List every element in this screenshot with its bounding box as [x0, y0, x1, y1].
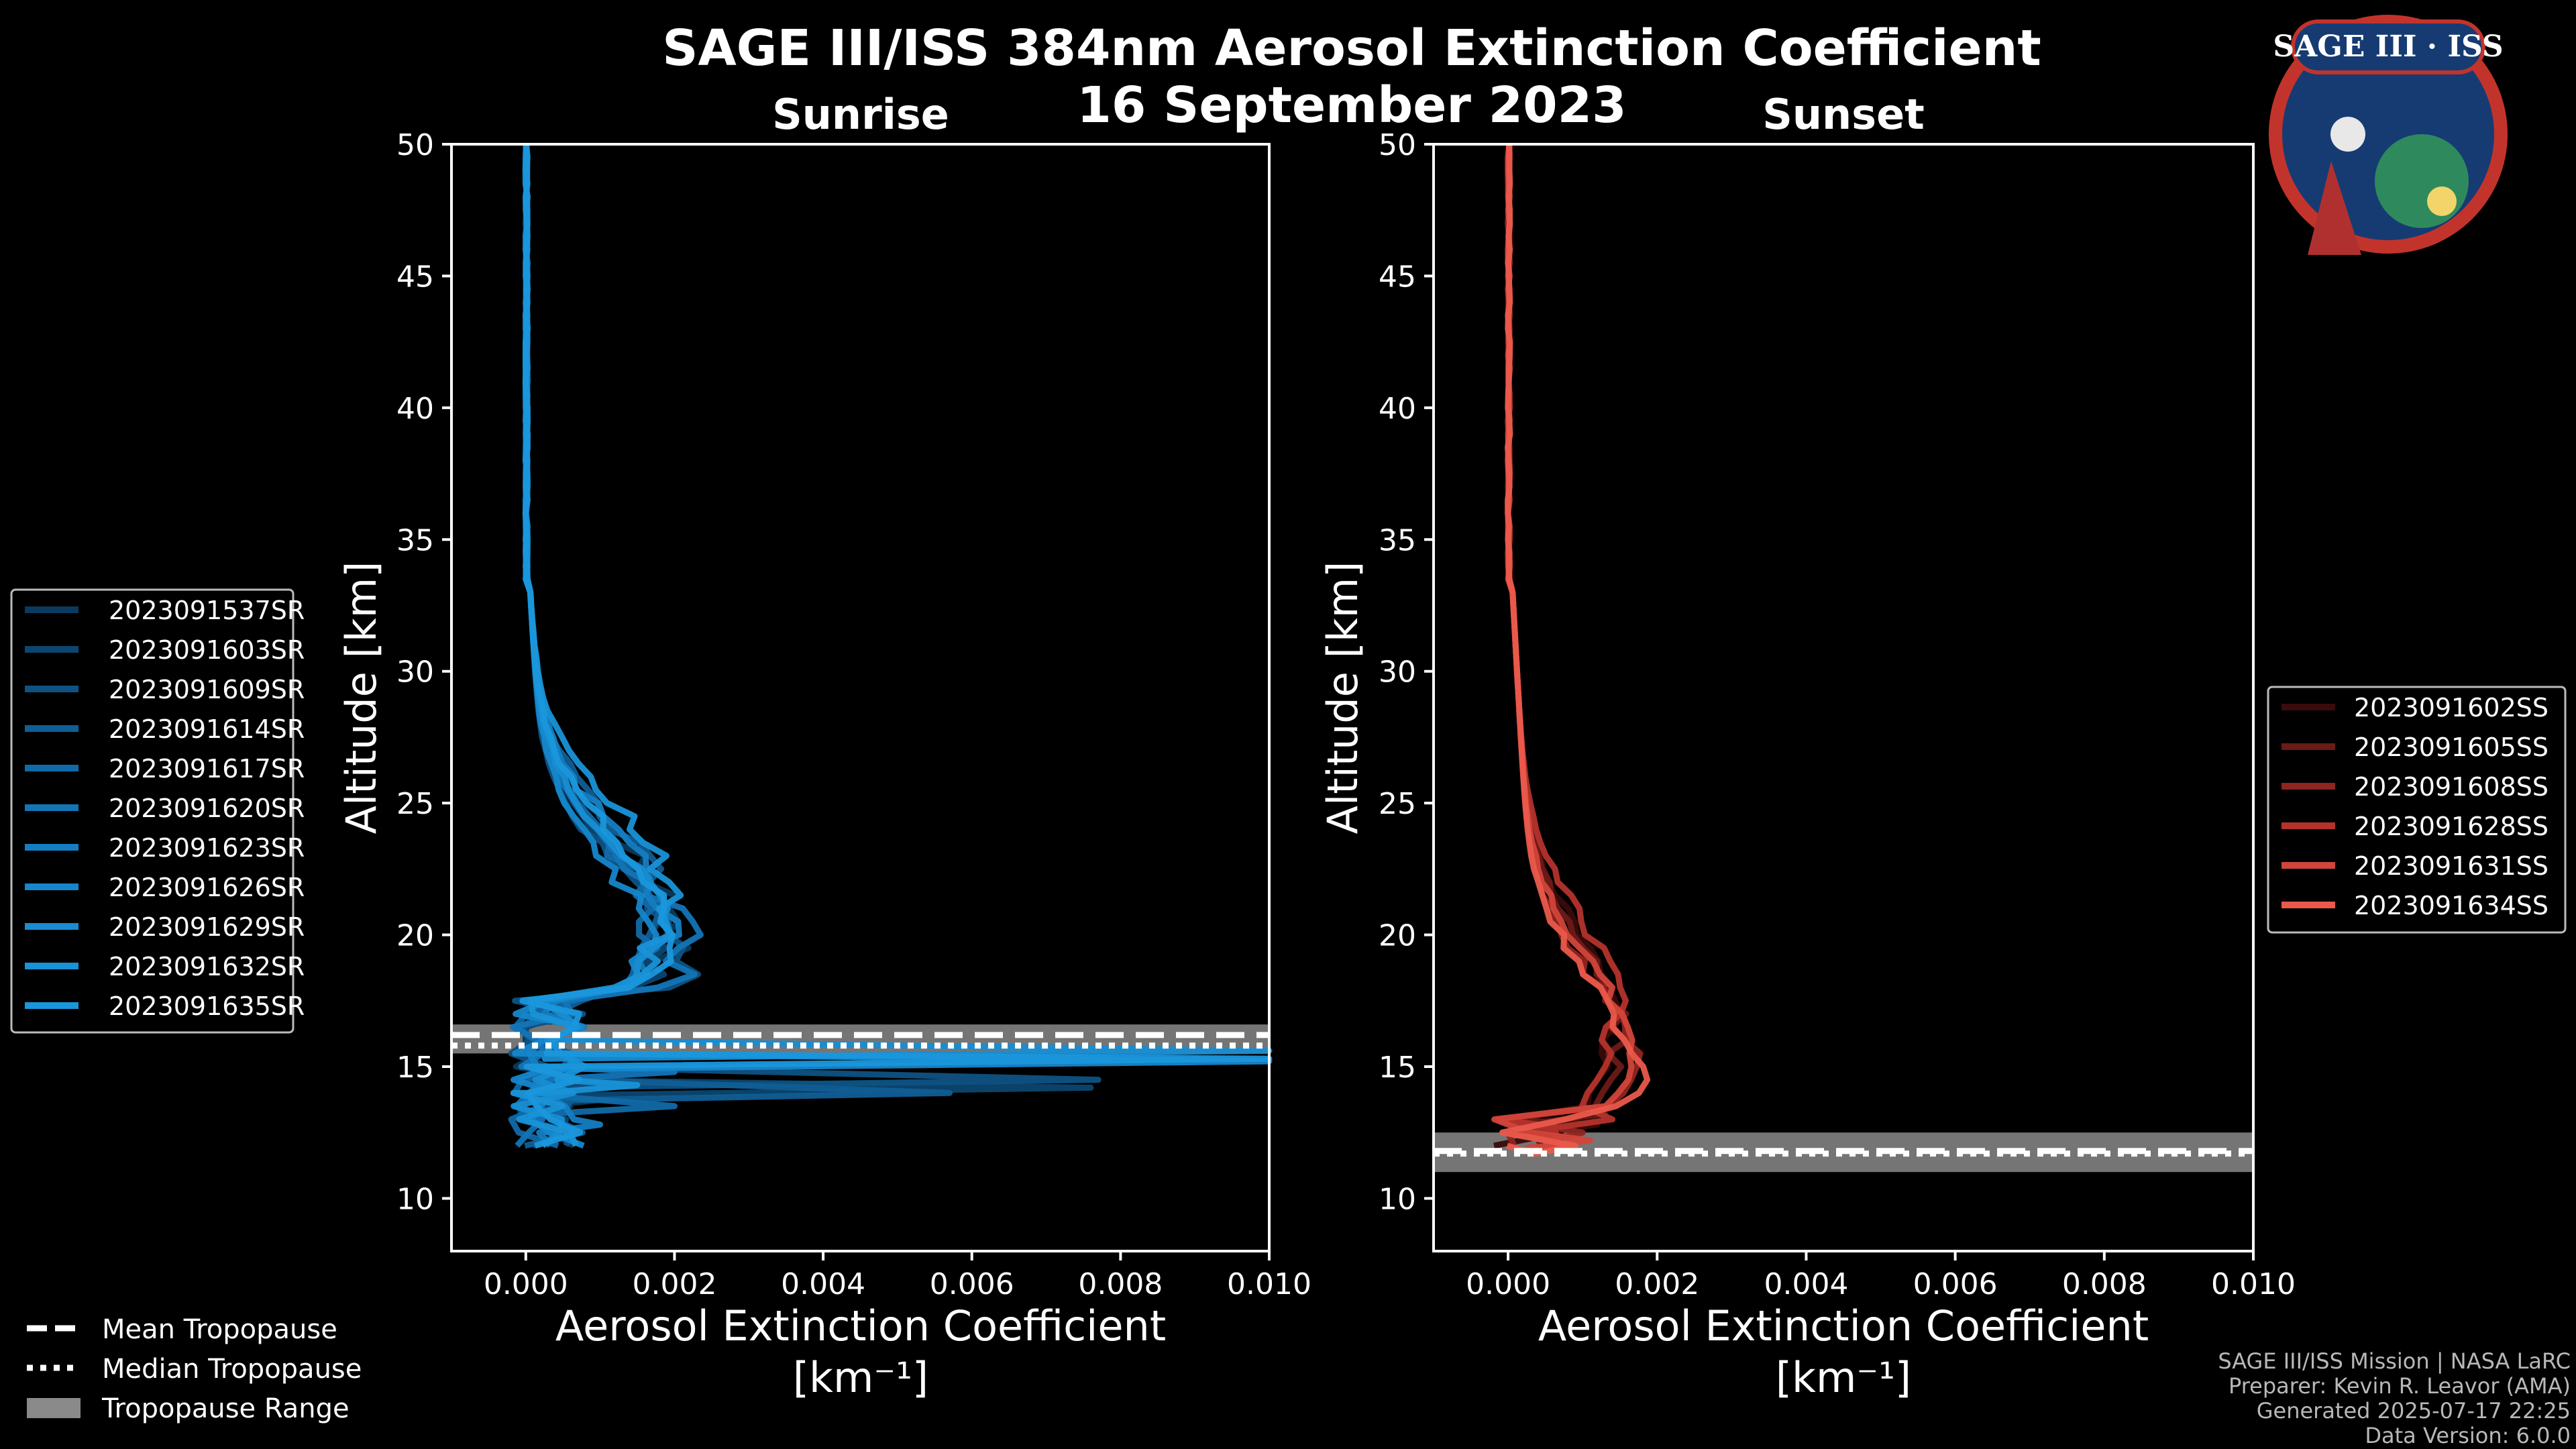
sunrise-y-axis-label: Altitude [km] — [337, 561, 386, 835]
legend-label: 2023091614SR — [109, 714, 305, 744]
x-tick-label: 0.008 — [1078, 1267, 1163, 1301]
sunset-x-axis-label: Aerosol Extinction Coefficient — [1538, 1301, 2149, 1350]
x-tick-label: 0.010 — [2211, 1267, 2296, 1301]
y-tick-label: 50 — [1379, 128, 1416, 162]
legend-label: 2023091603SR — [109, 635, 305, 665]
sunset-x-axis: 0.000 0.002 0.004 0.006 0.008 0.010 — [1466, 1251, 2296, 1301]
legend-label: 2023091634SS — [2354, 891, 2548, 920]
legend-label: 2023091620SR — [109, 794, 305, 823]
x-tick-label: 0.010 — [1227, 1267, 1311, 1301]
y-tick-label: 40 — [396, 392, 434, 426]
sunrise-legend-frame — [10, 588, 294, 1034]
tropopause-legend: Mean Tropopause Median Tropopause Tropop… — [27, 1314, 362, 1424]
x-tick-label: 0.000 — [1466, 1267, 1550, 1301]
x-tick-label: 0.002 — [632, 1267, 716, 1301]
mean-tropopause-label: Mean Tropopause — [102, 1314, 337, 1345]
sunrise-plot-frame — [450, 143, 1271, 1252]
sunset-plot-area — [1434, 144, 2253, 1251]
legend-label: 2023091608SS — [2354, 772, 2548, 802]
y-tick-label: 25 — [396, 787, 434, 821]
legend-label: 2023091602SS — [2354, 693, 2548, 722]
legend-label: 2023091632SR — [109, 952, 305, 981]
median-tropopause-label: Median Tropopause — [102, 1354, 362, 1385]
y-tick-label: 15 — [1379, 1051, 1416, 1085]
tropopause-range-label: Tropopause Range — [101, 1393, 350, 1424]
y-tick-label: 35 — [396, 523, 434, 557]
y-tick-label: 40 — [1379, 392, 1416, 426]
sunset-legend-frame — [2267, 686, 2567, 934]
credits: SAGE III/ISS Mission | NASA LaRC Prepare… — [2218, 1348, 2571, 1448]
sunrise-legend: 2023091537SR 2023091603SR 2023091609SR 2023… — [10, 588, 305, 1034]
logo-figure — [2308, 161, 2361, 255]
x-tick-label: 0.006 — [1913, 1267, 1998, 1301]
y-tick-label: 30 — [1379, 655, 1416, 690]
y-tick-label: 30 — [396, 655, 434, 690]
credits-mission: SAGE III/ISS Mission | NASA LaRC — [2218, 1348, 2571, 1374]
x-tick-label: 0.008 — [2062, 1267, 2147, 1301]
y-tick-label: 45 — [1379, 260, 1416, 294]
sunset-y-axis-label: Altitude [km] — [1318, 561, 1367, 835]
sunset-x-axis-unit: [km⁻¹] — [1776, 1353, 1911, 1402]
legend-label: 2023091629SR — [109, 912, 305, 942]
figure-title: SAGE III/ISS 384nm Aerosol Extinction Co… — [662, 19, 2041, 77]
credits-generated: Generated 2025-07-17 22:25 — [2257, 1398, 2571, 1424]
y-tick-label: 15 — [396, 1051, 434, 1085]
tropopause-range-swatch — [27, 1398, 80, 1418]
y-tick-label: 20 — [396, 919, 434, 953]
y-tick-label: 10 — [396, 1182, 434, 1216]
y-tick-label: 10 — [1379, 1182, 1416, 1216]
y-tick-label: 20 — [1379, 919, 1416, 953]
credits-data-version: Data Version: 6.0.0 — [2365, 1423, 2571, 1448]
logo-text: SAGE III · ISS — [2273, 30, 2503, 64]
sunrise-x-axis: 0.000 0.002 0.004 0.006 0.008 0.010 — [484, 1251, 1311, 1301]
x-tick-label: 0.004 — [781, 1267, 865, 1301]
y-tick-label: 50 — [396, 128, 434, 162]
x-tick-label: 0.000 — [484, 1267, 568, 1301]
sunset-legend: 2023091602SS 2023091605SS 2023091608SS 2023… — [2267, 686, 2567, 934]
logo-earth — [2375, 134, 2469, 228]
sunset-plot-frame — [1432, 143, 2255, 1252]
credits-preparer: Preparer: Kevin R. Leavor (AMA) — [2229, 1373, 2571, 1399]
legend-label: 2023091628SS — [2354, 812, 2548, 841]
legend-label: 2023091537SR — [109, 596, 305, 625]
legend-label: 2023091635SR — [109, 991, 305, 1021]
legend-label: 2023091631SS — [2354, 851, 2548, 881]
sunset-series-group — [1491, 144, 1651, 1157]
y-tick-label: 45 — [396, 260, 434, 294]
x-tick-label: 0.004 — [1764, 1267, 1848, 1301]
y-tick-label: 35 — [1379, 523, 1416, 557]
legend-label: 2023091617SR — [109, 754, 305, 784]
profile-2023091635SR — [519, 144, 1273, 1149]
logo-sun — [2427, 186, 2457, 216]
x-tick-label: 0.006 — [930, 1267, 1014, 1301]
legend-label: 2023091626SR — [109, 873, 305, 902]
logo-banner — [2291, 19, 2485, 74]
figure-date: 16 September 2023 — [1077, 76, 1626, 134]
sage-mission-logo: SAGE III · ISS — [2269, 15, 2508, 255]
logo-moon — [2330, 117, 2365, 152]
legend-label: 2023091605SS — [2354, 733, 2548, 762]
legend-label: 2023091609SR — [109, 675, 305, 704]
sunrise-y-axis: 10 15 20 25 30 35 40 45 50 — [396, 128, 451, 1216]
sunrise-panel-title: Sunrise — [772, 90, 949, 139]
sunrise-series-group — [508, 144, 1273, 1149]
sunset-panel-title: Sunset — [1762, 90, 1925, 139]
sunrise-x-axis-label: Aerosol Extinction Coefficient — [555, 1301, 1166, 1350]
x-tick-label: 0.002 — [1615, 1267, 1699, 1301]
sunrise-x-axis-unit: [km⁻¹] — [793, 1353, 928, 1402]
y-tick-label: 25 — [1379, 787, 1416, 821]
legend-label: 2023091623SR — [109, 833, 305, 863]
sunset-y-axis: 10 15 20 25 30 35 40 45 50 — [1379, 128, 1434, 1216]
profile-2023091634SS — [1499, 144, 1651, 1157]
